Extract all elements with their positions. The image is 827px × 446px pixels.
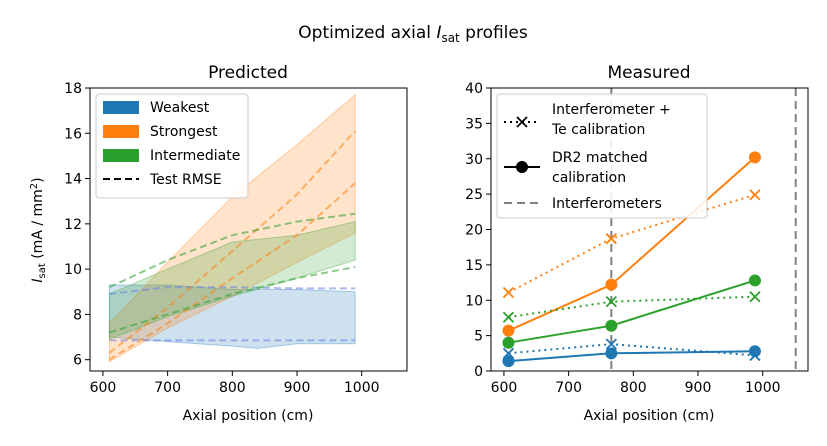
- legend-marker-x: [516, 116, 528, 128]
- measured-ytick-label: 30: [465, 152, 483, 168]
- legend-label-test-rmse: Test RMSE: [149, 172, 222, 188]
- rmse-dash-strongest: [108, 130, 356, 354]
- measured-xtick-label: 600: [491, 380, 518, 396]
- measured-xtick-label: 800: [620, 380, 647, 396]
- data-point: [605, 347, 618, 360]
- predicted-ytick-label: 10: [64, 262, 82, 278]
- rmse-dash-weakest: [109, 286, 356, 295]
- measured-ytick-label: 10: [465, 293, 483, 309]
- predicted-ticks: 600 700 800 900 1000 6 8 10 12 14 16 18: [64, 81, 379, 396]
- measured-ytick-label: 20: [465, 223, 483, 239]
- measured-legend: Interferometer + Te calibration DR2 matche…: [496, 93, 708, 219]
- rmse-dash-intermediate: [108, 212, 356, 289]
- measured-ytick-label: 15: [465, 258, 483, 274]
- data-point: [605, 338, 617, 350]
- figure-suptitle: Optimized axial Isat profiles: [298, 23, 528, 45]
- predicted-ytick-label: 6: [73, 353, 82, 369]
- predicted-ytick-label: 8: [73, 307, 82, 323]
- measured-ytick-label: 35: [465, 116, 483, 132]
- predicted-ytick-label: 14: [64, 172, 82, 188]
- data-point: [502, 336, 515, 349]
- band-weakest: [108, 284, 356, 349]
- data-point: [605, 278, 618, 291]
- predicted-legend-box: [95, 93, 249, 199]
- predicted-ylabel: Isat (mA / mm2): [29, 177, 48, 282]
- data-point: [748, 274, 761, 287]
- predicted-title: Predicted: [208, 63, 288, 83]
- measured-legend-box: [496, 93, 708, 219]
- measured-xlabel: Axial position (cm): [584, 408, 715, 424]
- data-point: [605, 319, 618, 332]
- band-strongest: [108, 93, 356, 363]
- legend-label-weakest: Weakest: [150, 100, 210, 116]
- predicted-xtick-label: 900: [284, 380, 311, 396]
- predicted-xtick-label: 1000: [344, 380, 380, 396]
- measured-ytick-label: 40: [465, 81, 483, 97]
- data-point: [749, 189, 761, 201]
- measured-ytick-label: 0: [474, 364, 483, 380]
- measured-ticks: 600 700 800 900 1000 0 5 10 15 20 25 30 35 40: [465, 81, 780, 396]
- predicted-xtick-label: 600: [90, 380, 117, 396]
- legend-swatch-strongest: [103, 125, 139, 138]
- data-point: [502, 311, 515, 323]
- data-point: [502, 286, 515, 299]
- legend-marker-o: [516, 161, 528, 173]
- predicted-xtick-label: 700: [154, 380, 181, 396]
- predicted-axes-frame: [89, 87, 408, 372]
- legend-label-dr2-line1: DR2 matched: [552, 150, 648, 166]
- measured-xtick-label: 900: [685, 380, 712, 396]
- legend-swatch-intermediate: [103, 149, 139, 162]
- measured-xtick-label: 700: [555, 380, 582, 396]
- legend-label-dr2-line2: calibration: [552, 170, 626, 186]
- predicted-ytick-label: 18: [64, 81, 82, 97]
- legend-label-interferometer-line2: Te calibration: [551, 122, 645, 138]
- data-point: [605, 296, 617, 308]
- predicted-plot-area: [108, 93, 356, 363]
- legend-label-intermediate: Intermediate: [150, 148, 240, 164]
- data-point: [749, 291, 761, 303]
- measured-title: Measured: [607, 63, 690, 83]
- data-point: [748, 151, 761, 164]
- series-line-weakest-dr2: [508, 350, 756, 363]
- data-point: [748, 345, 761, 358]
- data-point: [605, 233, 617, 245]
- rmse-dash-intermediate: [109, 265, 356, 334]
- band-intermediate: [108, 220, 356, 341]
- predicted-xtick-label: 800: [219, 380, 246, 396]
- predicted-ytick-label: 16: [64, 126, 82, 142]
- legend-label-interferometers: Interferometers: [552, 196, 662, 212]
- predicted-legend: Weakest Strongest Intermediate Test RMSE: [95, 93, 249, 199]
- legend-label-strongest: Strongest: [150, 124, 218, 140]
- legend-label-interferometer-line1: Interferometer +: [552, 102, 671, 118]
- predicted-panel: Predicted Axial position (cm) Isat (mA /…: [29, 63, 408, 424]
- data-point: [502, 355, 515, 368]
- legend-swatch-weakest: [103, 101, 139, 114]
- measured-ytick-label: 5: [474, 329, 483, 345]
- data-point: [502, 324, 515, 337]
- measured-xtick-label: 1000: [745, 380, 781, 396]
- measured-ytick-label: 25: [465, 187, 483, 203]
- predicted-xlabel: Axial position (cm): [183, 408, 314, 424]
- measured-panel: Measured Axial position (cm) 600 700 800 90…: [465, 63, 809, 424]
- rmse-dash-strongest: [108, 182, 356, 361]
- predicted-ytick-label: 12: [64, 217, 82, 233]
